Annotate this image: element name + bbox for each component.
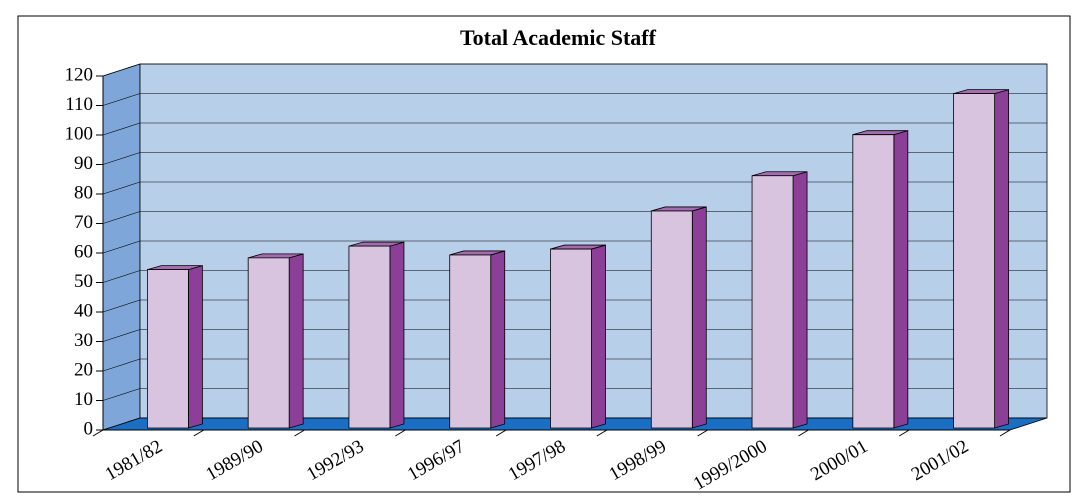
- bar-side: [288, 253, 304, 429]
- grid-line: [102, 93, 1047, 106]
- y-tick-label: 100: [65, 123, 94, 144]
- bar: [550, 244, 606, 429]
- grid-line: [102, 270, 1047, 283]
- grid-line: [102, 122, 1047, 136]
- x-tick: [798, 429, 809, 437]
- grid-line: [102, 417, 1047, 431]
- bar-front: [852, 134, 895, 429]
- grid-line: [102, 240, 1047, 254]
- y-tick-label: 70: [74, 212, 93, 233]
- y-tick-label: 50: [74, 271, 93, 292]
- bar-front: [751, 175, 794, 429]
- grid-line: [102, 388, 1047, 401]
- bar-side: [994, 89, 1010, 429]
- bar-front: [650, 210, 693, 429]
- x-tick: [193, 429, 205, 437]
- bar: [146, 265, 203, 429]
- y-tick-label: 30: [74, 330, 93, 351]
- x-tick: [92, 429, 104, 437]
- bar-side: [187, 265, 203, 429]
- bar: [348, 241, 405, 429]
- bar-side: [893, 130, 909, 429]
- bar-side: [691, 206, 707, 429]
- bar-front: [146, 269, 189, 429]
- bar: [751, 171, 808, 429]
- bar: [449, 250, 506, 429]
- y-tick-label: 110: [65, 94, 93, 115]
- bar-front: [953, 93, 996, 429]
- bar-front: [348, 245, 391, 429]
- x-tick: [495, 429, 507, 437]
- grid-line: [102, 211, 1047, 224]
- bar-side: [389, 241, 405, 429]
- y-tick-label: 20: [74, 359, 93, 380]
- x-tick: [697, 429, 708, 437]
- y-tick-label: 90: [74, 153, 93, 174]
- y-tick-label: 80: [74, 182, 93, 203]
- grid-line: [102, 299, 1047, 313]
- bar: [650, 206, 707, 429]
- x-tick: [395, 429, 406, 437]
- bar-front: [550, 248, 592, 429]
- bar: [953, 89, 1010, 429]
- x-tick: [898, 429, 910, 437]
- y-tick-label: 60: [74, 241, 93, 262]
- x-tick: [596, 429, 608, 437]
- bar: [852, 130, 909, 429]
- y-tick-label: 0: [84, 418, 94, 439]
- chart-title: Total Academic Staff: [460, 25, 657, 50]
- grid-line: [102, 358, 1047, 372]
- bar-front: [449, 254, 492, 429]
- bar-front: [247, 257, 290, 429]
- grid-line: [102, 63, 1047, 77]
- bar-side: [490, 250, 506, 429]
- y-tick-label: 40: [74, 300, 93, 321]
- grid-line: [102, 329, 1047, 342]
- bar: [247, 253, 304, 429]
- x-tick: [294, 429, 305, 437]
- grid-line: [102, 152, 1047, 165]
- bar-side: [792, 171, 808, 429]
- y-tick-label: 120: [65, 64, 94, 85]
- y-tick-label: 10: [74, 389, 93, 410]
- x-tick: [999, 429, 1011, 437]
- bar-side: [591, 244, 606, 429]
- grid-line: [102, 181, 1047, 195]
